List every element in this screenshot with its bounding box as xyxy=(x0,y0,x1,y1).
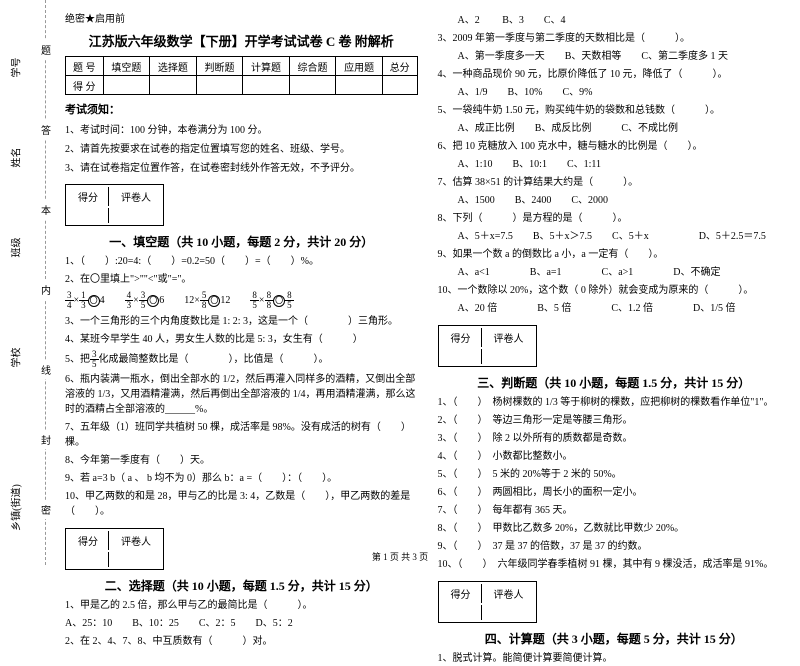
q1-3: 3、一个三角形的三个内角度数比是 1: 2: 3，这是一个（ ）三角形。 xyxy=(65,314,418,329)
notice-block: 1、考试时间：100 分钟，本卷满分为 100 分。 2、请首先按要求在试卷的指… xyxy=(65,121,418,174)
q1-4: 4、某班今早学生 40 人，男女生人数的比是 5: 3，女生有（ ） xyxy=(65,332,418,347)
circle-icon: 〇 xyxy=(273,295,285,307)
notice-item: 1、考试时间：100 分钟，本卷满分为 100 分。 xyxy=(65,121,418,136)
section1-title: 一、填空题（共 10 小题，每题 2 分，共计 20 分） xyxy=(65,233,418,250)
circle-icon: 〇 xyxy=(88,295,100,307)
dash-char: 题 xyxy=(41,40,51,59)
q2-7: 7、估算 38×51 的计算结果大约是（ ）。 xyxy=(438,175,791,190)
notice-heading: 考试须知： xyxy=(65,101,418,117)
score-mini-box: 得分 评卷人 xyxy=(65,528,164,570)
dash-char: 线 xyxy=(41,360,51,379)
score-mini-label: 评卷人 xyxy=(111,187,161,206)
q3-item: 2、（ ） 等边三角形一定是等腰三角形。 xyxy=(438,413,791,428)
q1-6: 6、瓶内装满一瓶水，倒出全部水的 1/2，然后再灌入同样多的酒精，又倒出全部溶液… xyxy=(65,372,418,417)
score-mini-label: 评卷人 xyxy=(111,531,161,550)
q1-5: 5、把35化成最简整数比是（ ），比值是（ ）。 xyxy=(65,350,418,369)
dash-char: 密 xyxy=(41,500,51,519)
score-mini-box: 得分 评卷人 xyxy=(438,581,537,623)
q2-7-opts: A、1500 B、2400 C、2000 xyxy=(458,193,791,208)
score-header: 选择题 xyxy=(150,57,197,76)
exam-title: 江苏版六年级数学【下册】开学考试试卷 C 卷 附解析 xyxy=(65,31,418,50)
q2-3: 3、2009 年第一季度与第二季度的天数相比是（ ）。 xyxy=(438,31,791,46)
q2-2-opts: A、2 B、3 C、4 xyxy=(458,13,791,28)
q2-4-opts: A、1/9 B、10% C、9% xyxy=(458,85,791,100)
q3-item: 1、（ ） 杨树棵数的 1/3 等于柳树的棵数，应把柳树的棵数看作单位"1"。 xyxy=(438,395,791,410)
score-mini-box: 得分 评卷人 xyxy=(438,325,537,367)
q2-10: 10、一个数除以 20%，这个数（ 0 除外）就会变成为原来的（ ）。 xyxy=(438,283,791,298)
circle-icon: 〇 xyxy=(147,295,159,307)
field-studentid: 学号 xyxy=(8,43,23,93)
q1-8: 8、今年第一季度有（ ）天。 xyxy=(65,453,418,468)
q2-9: 9、如果一个数 a 的倒数比 a 小，a 一定有（ ）。 xyxy=(438,247,791,262)
q1-2-intro: 2、在〇里填上">""<"或"="。 xyxy=(65,272,418,287)
field-school: 学校 xyxy=(8,333,23,383)
score-mini-label: 评卷人 xyxy=(484,328,534,347)
q2-1-opts: A、25：10 B、10：25 C、2：5 D、5：2 xyxy=(65,616,418,631)
section2-title: 二、选择题（共 10 小题，每题 1.5 分，共计 15 分） xyxy=(65,577,418,594)
circle-icon: 〇 xyxy=(208,295,220,307)
q1-1: 1、（ ）:20=4:（ ）=0.2=50（ ）=（ ）%。 xyxy=(65,254,418,269)
score-mini-label: 评卷人 xyxy=(484,584,534,603)
q2-6-opts: A、1:10 B、10:1 C、1:11 xyxy=(458,157,791,172)
notice-item: 2、请首先按要求在试卷的指定位置填写您的姓名、班级、学号。 xyxy=(65,140,418,155)
q2-8-opts: A、5＋x=7.5 B、5＋x＞7.5 C、5＋x D、5＋2.5＝7.5 xyxy=(458,229,791,244)
page-content: 绝密★启用前 江苏版六年级数学【下册】开学考试试卷 C 卷 附解析 题 号 填空… xyxy=(65,10,790,550)
right-column: A、2 B、3 C、4 3、2009 年第一季度与第二季度的天数相比是（ ）。 … xyxy=(438,10,791,550)
score-mini-box: 得分 评卷人 xyxy=(65,184,164,226)
q3-item: 7、（ ） 每年都有 365 天。 xyxy=(438,503,791,518)
score-header: 判断题 xyxy=(196,57,243,76)
section4-title: 四、计算题（共 3 小题，每题 5 分，共计 15 分） xyxy=(438,630,791,647)
score-header: 计算题 xyxy=(243,57,290,76)
score-header: 综合题 xyxy=(289,57,336,76)
q4-1: 1、脱式计算。能简便计算要简便计算。 xyxy=(438,651,791,666)
q2-2: 2、在 2、4、7、8、中互质数有（ ）对。 xyxy=(65,634,418,649)
q3-item: 5、（ ） 5 米的 20%等于 2 米的 50%。 xyxy=(438,467,791,482)
q3-item: 4、（ ） 小数都比整数小。 xyxy=(438,449,791,464)
q1-10: 10、甲乙两数的和是 28，甲与乙的比是 3: 4，乙数是（ ），甲乙两数的差是… xyxy=(65,489,418,519)
dash-char: 答 xyxy=(41,120,51,139)
q1-2-expressions: 34×13〇4 43×35〇6 12×58〇12 85×88〇85 xyxy=(65,291,418,310)
score-header: 填空题 xyxy=(103,57,150,76)
seal-text: 绝密★启用前 xyxy=(65,10,418,25)
score-mini-label: 得分 xyxy=(441,584,482,603)
dash-char: 内 xyxy=(41,280,51,299)
score-mini-label: 得分 xyxy=(68,187,109,206)
q2-9-opts: A、a<1 B、a=1 C、a>1 D、不确定 xyxy=(458,265,791,280)
score-mini-label: 得分 xyxy=(68,531,109,550)
q1-7: 7、五年级（1）班同学共植树 50 棵，成活率是 98%。没有成活的树有（ ）棵… xyxy=(65,420,418,450)
score-label: 得 分 xyxy=(66,76,104,95)
field-name: 姓名 xyxy=(8,133,23,183)
q2-5: 5、一袋纯牛奶 1.50 元，购买纯牛奶的袋数和总钱数（ ）。 xyxy=(438,103,791,118)
field-township: 乡镇(街道) xyxy=(8,483,23,533)
q3-item: 6、（ ） 两圆相比，周长小的面积一定小。 xyxy=(438,485,791,500)
q3-item: 8、（ ） 甲数比乙数多 20%，乙数就比甲数少 20%。 xyxy=(438,521,791,536)
section3-title: 三、判断题（共 10 小题，每题 1.5 分，共计 15 分） xyxy=(438,374,791,391)
score-mini-label: 得分 xyxy=(441,328,482,347)
notice-item: 3、请在试卷指定位置作答，在试卷密封线外作答无效，不予评分。 xyxy=(65,159,418,174)
page-footer: 第 1 页 共 3 页 xyxy=(0,550,800,563)
q2-5-opts: A、成正比例 B、成反比例 C、不成比例 xyxy=(458,121,791,136)
field-class: 班级 xyxy=(8,223,23,273)
score-header: 总分 xyxy=(382,57,417,76)
dash-char: 封 xyxy=(41,430,51,449)
q3-item: 3、（ ） 除 2 以外所有的质数都是奇数。 xyxy=(438,431,791,446)
q2-10-opts: A、20 倍 B、5 倍 C、1.2 倍 D、1/5 倍 xyxy=(458,301,791,316)
q2-6: 6、把 10 克糖放入 100 克水中，糖与糖水的比例是（ ）。 xyxy=(438,139,791,154)
left-column: 绝密★启用前 江苏版六年级数学【下册】开学考试试卷 C 卷 附解析 题 号 填空… xyxy=(65,10,418,550)
binding-margin: 学号 姓名 班级 学校 乡镇(街道) 题 答 本 内 线 封 密 xyxy=(0,0,60,565)
q2-8: 8、下列（ ）是方程的是（ ）。 xyxy=(438,211,791,226)
q2-1: 1、甲是乙的 2.5 倍，那么甲与乙的最简比是（ ）。 xyxy=(65,598,418,613)
q2-3-opts: A、第一季度多一天 B、天数相等 C、第二季度多 1 天 xyxy=(458,49,791,64)
q1-9: 9、若 a=3 b（ a 、 b 均不为 0）那么 b：a =（ ）：（ ）。 xyxy=(65,471,418,486)
score-table: 题 号 填空题 选择题 判断题 计算题 综合题 应用题 总分 得 分 xyxy=(65,56,418,95)
dash-char: 本 xyxy=(41,200,51,219)
score-header: 应用题 xyxy=(336,57,383,76)
score-header: 题 号 xyxy=(66,57,104,76)
q2-4: 4、一种商品现价 90 元，比原价降低了 10 元，降低了（ ）。 xyxy=(438,67,791,82)
